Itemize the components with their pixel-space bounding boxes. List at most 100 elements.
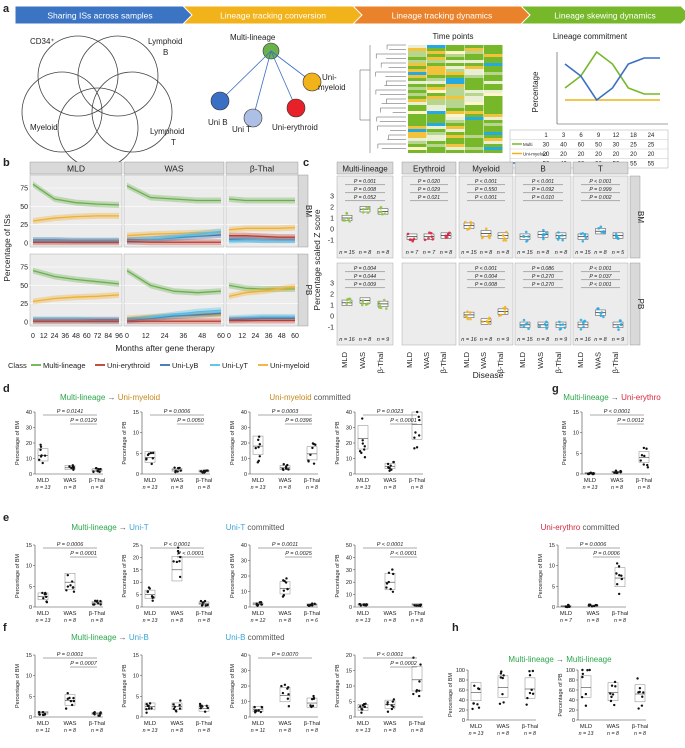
data-point (579, 318, 583, 322)
group-label: MLD (576, 351, 585, 367)
p-value: P = 0.0023 (377, 409, 404, 415)
data-point (283, 683, 287, 686)
venn-circle (57, 87, 139, 169)
title-part: Multi-lineage (566, 655, 612, 664)
data-point (392, 705, 395, 708)
data-point (70, 580, 74, 583)
group-label: WAS (279, 478, 292, 484)
heatmap-cell (446, 81, 465, 84)
data-point (525, 703, 528, 706)
heatmap-cell (427, 123, 446, 126)
y-tick: 5 (576, 451, 579, 457)
data-point (345, 298, 349, 302)
data-point (311, 442, 315, 445)
heatmap-cell (446, 69, 465, 72)
heatmap (408, 45, 503, 153)
n-label: n = 8 (611, 485, 623, 491)
n-label: n = 8 (440, 250, 453, 256)
heatmap-cell (484, 84, 503, 87)
y-tick: 25 (20, 222, 28, 229)
n-label: n = 9 (612, 337, 624, 343)
panel-c-ylabel: Percentage scaled Z score (312, 209, 322, 310)
heatmap-cell (484, 48, 503, 51)
data-point (286, 463, 289, 467)
heatmap-cell (408, 57, 427, 60)
y-tick: 15 (133, 568, 139, 574)
heatmap-cell (427, 81, 446, 84)
group-label: MLD (37, 478, 49, 484)
data-point (287, 468, 290, 471)
heatmap-cell (465, 117, 484, 120)
heatmap-cell (465, 111, 484, 114)
data-point (609, 692, 612, 695)
data-point (92, 470, 95, 474)
heatmap-cell (446, 66, 465, 69)
panel-letter-b: b (3, 157, 10, 169)
heatmap-cell (408, 45, 427, 48)
data-point (362, 207, 365, 211)
heatmap-cell (465, 114, 484, 117)
data-point (64, 707, 68, 710)
data-point (505, 230, 508, 234)
n-label: n = 8 (171, 618, 183, 624)
heatmap-cell (446, 105, 465, 108)
data-point (179, 469, 182, 472)
heatmap-cell (408, 102, 427, 105)
y-tick: 0 (349, 472, 352, 478)
data-point (614, 469, 618, 472)
y-tick: 3 (330, 194, 334, 201)
trend-line (228, 239, 295, 242)
p-value: P = 0.270 (532, 282, 554, 288)
heatmap-cell (484, 102, 503, 105)
data-point (379, 306, 383, 310)
heatmap-cell (408, 117, 427, 120)
data-point (309, 453, 312, 457)
y-tick: 10 (133, 580, 139, 586)
box (638, 451, 650, 463)
data-point (379, 205, 383, 209)
n-label: n = 8 (555, 250, 568, 256)
y-tick: 10 (133, 431, 139, 437)
heatmap-cell (465, 75, 484, 78)
data-point (145, 708, 148, 711)
data-point (386, 710, 390, 713)
group-label: β-Thal (612, 611, 629, 617)
p-value: P = 0.270 (532, 274, 554, 280)
trend-line (126, 185, 221, 202)
n-label: n = 12 (251, 618, 266, 624)
heatmap-cell (484, 114, 503, 117)
trend-line (126, 309, 222, 321)
heatmap-cell (427, 69, 446, 72)
y-tick: 60 (569, 688, 575, 694)
data-point (390, 468, 393, 471)
group-label: β-Thal (496, 352, 505, 374)
disease-label: β-Thal (250, 164, 274, 174)
data-point (641, 695, 644, 698)
y-tick: 15 (26, 543, 32, 549)
n-label: n = 8 (384, 618, 396, 624)
p-value: P < 0.001 (475, 195, 497, 201)
group-label: MLD (560, 611, 572, 617)
heatmap-cell (408, 141, 427, 144)
heatmap-cell (408, 150, 427, 153)
p-value: P = 0.037 (589, 274, 612, 280)
facet-bg (29, 253, 123, 327)
heatmap-cell (446, 84, 465, 87)
data-point (358, 449, 362, 453)
data-point (258, 443, 262, 446)
data-point (586, 472, 590, 476)
data-point (285, 577, 288, 580)
data-point (468, 226, 472, 229)
data-point (347, 217, 350, 221)
data-point (310, 697, 314, 701)
data-point (522, 318, 526, 322)
n-label: n = 8 (524, 731, 536, 737)
group-label: WAS (358, 352, 367, 369)
data-point (42, 596, 45, 600)
box (411, 666, 423, 692)
data-point (417, 689, 421, 692)
group-label: MLD (340, 351, 349, 367)
ci-band (229, 313, 295, 322)
